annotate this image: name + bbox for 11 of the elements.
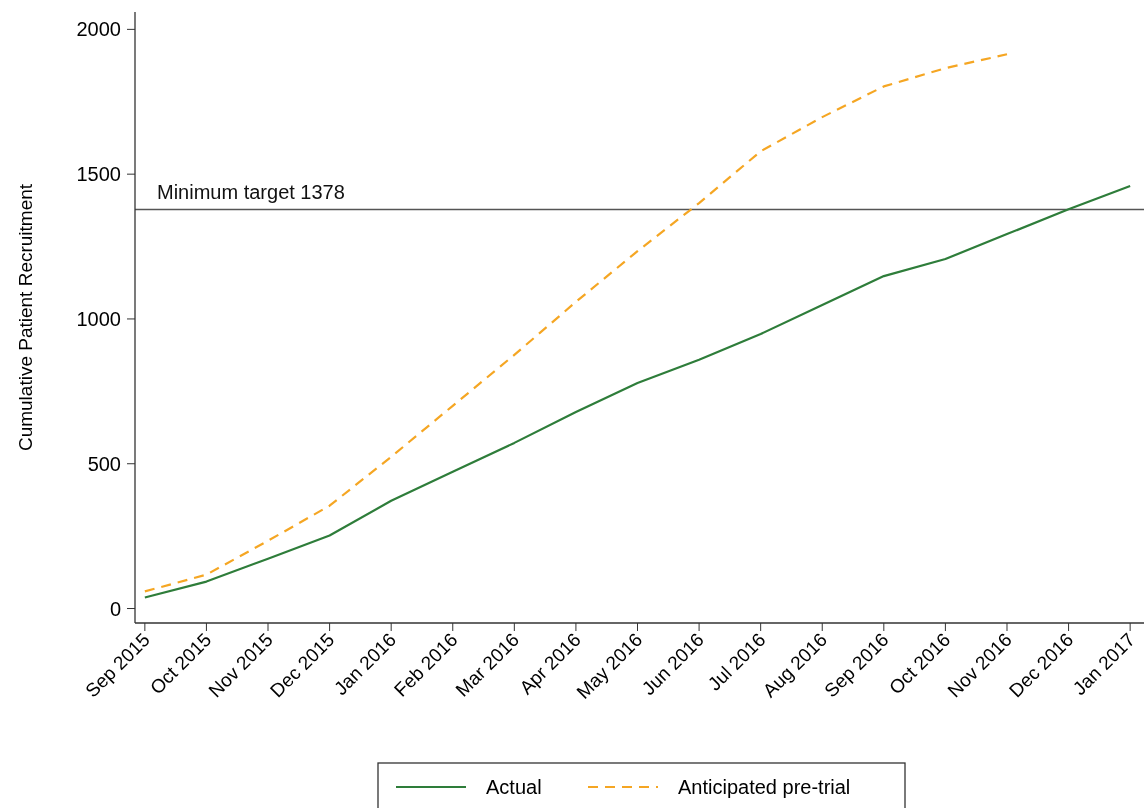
y-axis-title: Cumulative Patient Recruitment <box>15 183 36 452</box>
ref-line-label: Minimum target 1378 <box>157 181 345 204</box>
legend-label: Anticipated pre-trial <box>678 776 851 798</box>
line-series <box>143 184 1132 599</box>
line-series <box>143 53 1009 593</box>
legend-label: Actual <box>486 776 542 798</box>
y-tick-label: 1000 <box>76 307 121 330</box>
y-tick-label: 2000 <box>76 18 121 41</box>
y-tick-label: 0 <box>109 597 121 620</box>
y-tick-label: 500 <box>87 452 121 475</box>
y-tick-label: 1500 <box>76 163 121 186</box>
